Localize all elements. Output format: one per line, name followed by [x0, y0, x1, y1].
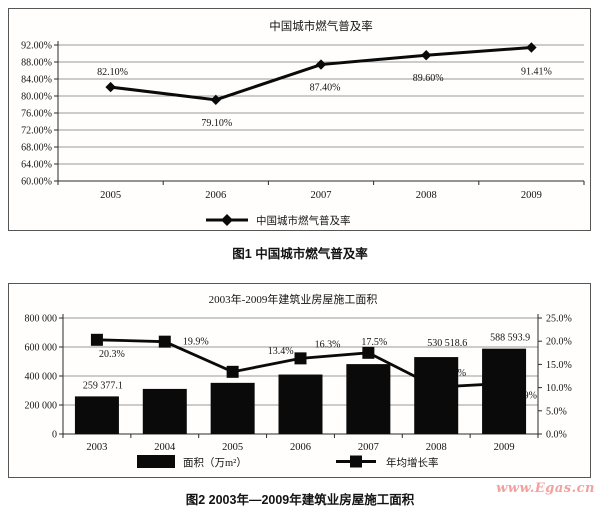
chart2-title: 2003年-2009年建筑业房屋施工面积	[209, 292, 378, 306]
chart2-growth-point-marker	[158, 335, 171, 348]
figure1-caption: 图1 中国城市燃气普及率	[232, 247, 368, 261]
chart1-point-label: 82.10%	[97, 67, 128, 78]
chart2-area-bar	[142, 388, 187, 434]
chart1-y-tick-label: 64.00%	[21, 160, 52, 171]
figure2-construction-area-chart: 2003年-2009年建筑业房屋施工面积 800 000 600 000 400 00…	[8, 283, 591, 478]
chart1-y-tick-label: 72.00%	[21, 126, 52, 137]
chart2-x-tick-label: 2008	[426, 442, 447, 453]
chart1-y-tick-label: 68.00%	[21, 143, 52, 154]
chart2-x-tick-label: 2003	[86, 442, 107, 453]
chart2-growth-point-marker	[226, 365, 239, 378]
chart1-point-label: 89.60%	[413, 73, 444, 84]
chart1-x-tick-label: 2007	[311, 190, 332, 201]
chart1-data-point-marker	[315, 59, 327, 70]
chart2-x-tick-label: 2005	[222, 442, 243, 453]
chart2-right-tick-label: 15.0%	[546, 360, 572, 371]
chart1-x-tick-label: 2009	[521, 190, 542, 201]
chart1-y-tick-label: 84.00%	[21, 75, 52, 86]
chart1-y-tick-label: 92.00%	[21, 41, 52, 52]
chart2-right-tick-label: 5.0%	[546, 406, 567, 417]
chart2-left-tick-label: 400 000	[25, 372, 58, 383]
chart2-x-tick-label: 2009	[494, 442, 515, 453]
chart2-area-bar	[74, 396, 119, 434]
chart1-x-tick-label: 2005	[100, 190, 121, 201]
site-watermark: www.Egas.cn	[496, 481, 595, 496]
chart2-area-bar	[414, 357, 459, 434]
chart2-growth-label: 19.9%	[183, 337, 209, 348]
chart1-y-tick-label: 76.00%	[21, 109, 52, 120]
chart2-left-tick-label: 0	[52, 430, 57, 441]
chart2-growth-point-marker	[362, 346, 375, 359]
figure2-combo-chart-canvas: 2003年-2009年建筑业房屋施工面积 800 000 600 000 400 00…	[25, 292, 572, 469]
chart1-y-tick-label: 60.00%	[21, 177, 52, 188]
chart1-data-point-marker	[421, 50, 432, 61]
chart1-legend-marker	[221, 214, 233, 226]
chart2-area-bar	[482, 348, 527, 434]
chart2-left-tick-label: 600 000	[25, 343, 58, 354]
chart2-growth-label: 20.3%	[99, 349, 125, 360]
chart1-y-tick-label: 88.00%	[21, 58, 52, 69]
chart2-left-tick-label: 800 000	[25, 314, 58, 325]
chart2-growth-label: 17.5%	[361, 337, 387, 348]
chart2-growth-point-marker	[498, 377, 511, 390]
chart2-legend-line-marker	[350, 455, 362, 468]
chart2-growth-point-marker	[430, 381, 443, 394]
chart2-legend-bar-label: 面积（万m²）	[183, 457, 247, 469]
chart2-growth-label: 13.4%	[268, 346, 294, 357]
chart2-x-tick-label: 2006	[290, 442, 311, 453]
figure1-gas-penetration-chart: 中国城市燃气普及率 92.00% 88.00% 84.00% 80.00% 76.00% 7…	[8, 8, 591, 231]
chart2-right-tick-label: 10.0%	[546, 383, 572, 394]
chart1-y-tick-label: 80.00%	[21, 92, 52, 103]
figure2-caption: 图2 2003年—2009年建筑业房屋施工面积	[185, 493, 415, 507]
chart2-right-tick-label: 20.0%	[546, 337, 572, 348]
chart1-legend-label: 中国城市燃气普及率	[256, 214, 351, 227]
chart2-growth-point-marker	[294, 352, 307, 365]
chart1-data-point-marker	[210, 94, 221, 106]
chart2-bar-label: 588 593.9	[490, 333, 530, 344]
chart2-x-tick-label: 2004	[154, 442, 176, 453]
chart1-title: 中国城市燃气普及率	[269, 19, 373, 33]
chart2-area-bar	[278, 374, 323, 434]
chart1-point-label: 87.40%	[310, 83, 341, 94]
chart2-growth-label: 16.3%	[315, 339, 341, 350]
chart2-area-bar	[210, 382, 255, 434]
figure1-line-chart-canvas: 中国城市燃气普及率 92.00% 88.00% 84.00% 80.00% 76.00% 7…	[21, 19, 585, 227]
chart1-data-point-marker	[105, 81, 116, 93]
chart2-legend-line-label: 年均增长率	[386, 456, 439, 469]
chart2-right-tick-label: 25.0%	[546, 314, 572, 325]
chart1-point-label: 91.41%	[521, 67, 552, 78]
chart2-bar-label: 530 518.6	[427, 338, 467, 349]
chart1-point-label: 79.10%	[201, 118, 232, 129]
chart1-data-point-marker	[526, 42, 537, 53]
chart2-x-tick-label: 2007	[358, 442, 379, 453]
chart1-x-tick-label: 2006	[205, 190, 226, 201]
chart2-left-tick-label: 200 000	[25, 401, 58, 412]
chart2-growth-point-marker	[90, 333, 103, 346]
chart2-area-bar	[346, 364, 391, 434]
chart1-x-tick-label: 2008	[416, 190, 437, 201]
chart2-bar-label: 259 377.1	[83, 380, 123, 391]
chart2-right-tick-label: 0.0%	[546, 430, 567, 441]
chart2-legend-bar-swatch	[137, 455, 175, 468]
